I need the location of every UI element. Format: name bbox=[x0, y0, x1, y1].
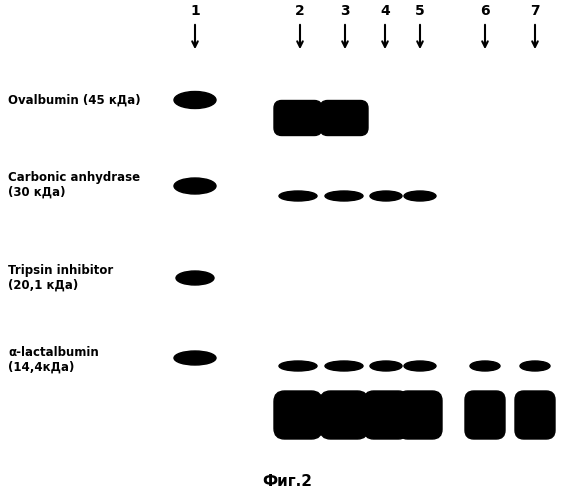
Ellipse shape bbox=[470, 361, 500, 371]
Text: Tripsin inhibitor
(20,1 кДa): Tripsin inhibitor (20,1 кДa) bbox=[8, 264, 113, 292]
FancyBboxPatch shape bbox=[364, 391, 408, 439]
Ellipse shape bbox=[174, 351, 216, 365]
FancyBboxPatch shape bbox=[320, 391, 368, 439]
FancyBboxPatch shape bbox=[515, 391, 555, 439]
Text: 4: 4 bbox=[380, 4, 390, 18]
Text: 1: 1 bbox=[190, 4, 200, 18]
FancyBboxPatch shape bbox=[320, 100, 368, 136]
Ellipse shape bbox=[325, 361, 363, 371]
Ellipse shape bbox=[520, 361, 550, 371]
Text: Фиг.2: Фиг.2 bbox=[263, 474, 312, 490]
Text: α-lactalbumin
(14,4кДa): α-lactalbumin (14,4кДa) bbox=[8, 346, 99, 374]
Ellipse shape bbox=[176, 271, 214, 285]
Ellipse shape bbox=[404, 361, 436, 371]
FancyBboxPatch shape bbox=[398, 391, 442, 439]
Ellipse shape bbox=[174, 92, 216, 108]
Text: 2: 2 bbox=[295, 4, 305, 18]
Text: Carbonic anhydrase
(30 кДa): Carbonic anhydrase (30 кДa) bbox=[8, 171, 140, 199]
Text: Ovalbumin (45 кДa): Ovalbumin (45 кДa) bbox=[8, 94, 141, 106]
Ellipse shape bbox=[404, 191, 436, 201]
Ellipse shape bbox=[370, 191, 402, 201]
Ellipse shape bbox=[174, 178, 216, 194]
Ellipse shape bbox=[279, 191, 317, 201]
Ellipse shape bbox=[279, 361, 317, 371]
Ellipse shape bbox=[370, 361, 402, 371]
FancyBboxPatch shape bbox=[274, 100, 322, 136]
FancyBboxPatch shape bbox=[465, 391, 505, 439]
Text: 5: 5 bbox=[415, 4, 425, 18]
Text: 7: 7 bbox=[530, 4, 540, 18]
FancyBboxPatch shape bbox=[274, 391, 322, 439]
Ellipse shape bbox=[325, 191, 363, 201]
Text: 6: 6 bbox=[480, 4, 490, 18]
Text: 3: 3 bbox=[340, 4, 350, 18]
